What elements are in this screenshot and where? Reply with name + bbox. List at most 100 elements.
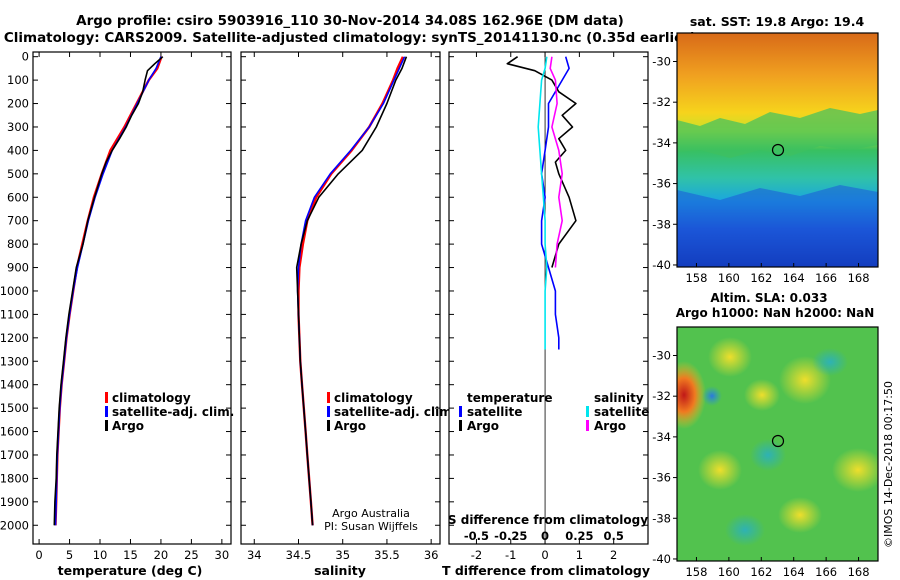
map-y-tick-label: -38 — [652, 217, 671, 231]
legend-swatch-satellite — [105, 406, 108, 417]
y-tick-label: 1100 — [0, 307, 29, 321]
x-tick-label: 15 — [123, 548, 138, 562]
map-x-tick-label: 168 — [848, 565, 870, 579]
y-tick-label: 1400 — [0, 378, 29, 392]
x-tick-label: 35.5 — [374, 548, 400, 562]
s-difference-label: S difference from climatology — [448, 513, 648, 527]
y-tick-label: 700 — [7, 214, 29, 228]
s-tick-label: -0.5 — [464, 529, 489, 543]
legend-label-satellite: satellite-adj. clim. — [112, 405, 234, 419]
y-tick-label: 1800 — [0, 471, 29, 485]
sst-map: sat. SST: 19.8 Argo: 19.4 158 160 162 164 16… — [652, 14, 879, 285]
x-tick-label: -2 — [471, 548, 482, 562]
s-tick-label: 0.5 — [604, 529, 624, 543]
s-tick-label: -0.25 — [494, 529, 527, 543]
legend-label-s-argo: Argo — [594, 419, 626, 433]
map-y-tick-label: -40 — [652, 258, 671, 272]
sla-map-frame — [676, 326, 879, 562]
sla-cool-eddy — [812, 348, 848, 376]
legend-swatch-climatology — [105, 392, 108, 403]
y-tick-label: 500 — [7, 167, 29, 181]
legend-swatch-argo — [327, 420, 330, 431]
x-tick-label: 0 — [35, 548, 42, 562]
x-tick-label: 20 — [154, 548, 169, 562]
x-tick-label: 0 — [541, 548, 548, 562]
y-tick-label: 200 — [7, 97, 29, 111]
y-tick-label: 1900 — [0, 495, 29, 509]
difference-panel: -2 -1 0 1 2 temperature satellite Argo salin… — [442, 51, 650, 578]
map-x-tick-label: 166 — [815, 271, 837, 285]
series-line-s-satellite — [537, 56, 548, 350]
map-y-tick-label: -30 — [652, 348, 671, 362]
x-tick-label: 25 — [184, 548, 199, 562]
legend-swatch-t-argo — [459, 420, 462, 431]
x-tick-label: 36 — [424, 548, 439, 562]
sla-warm-eddy — [708, 337, 752, 377]
temperature-xlabel: temperature (deg C) — [58, 563, 203, 578]
s-difference-ticks: -0.5 -0.25 0 0.25 0.5 — [464, 529, 624, 543]
x-tick-label: 2 — [610, 548, 617, 562]
salinity-panel: 34 34.5 35 35.5 36 climatology satellite-adj… — [240, 51, 456, 578]
sla-cool-eddy — [725, 514, 765, 546]
y-tick-label: 2000 — [0, 518, 29, 532]
x-tick-label: 34 — [247, 548, 262, 562]
map-x-tick-label: 160 — [718, 565, 740, 579]
y-tick-label: 600 — [7, 190, 29, 204]
temperature-ticks: 0100200300400500600700800900100011001200… — [0, 50, 231, 562]
map-x-tick-label: 162 — [750, 565, 772, 579]
credit-line2: PI: Susan Wijffels — [324, 520, 418, 533]
y-tick-label: 900 — [7, 261, 29, 275]
legend-swatch-s-argo — [586, 420, 589, 431]
series-line-argo — [295, 56, 408, 526]
legend-label-t-satellite: satellite — [467, 405, 522, 419]
map-x-tick-label: 168 — [848, 271, 870, 285]
legend-label-t-argo: Argo — [467, 419, 499, 433]
legend-label-satellite: satellite-adj. clim. — [334, 405, 456, 419]
x-tick-label: 10 — [93, 548, 108, 562]
sla-warm-eddy — [832, 448, 878, 492]
x-tick-label: 34.5 — [286, 548, 312, 562]
salinity-ticks: 34 34.5 35 35.5 36 — [241, 52, 440, 562]
map-y-tick-label: -40 — [652, 552, 671, 566]
series-line-argo — [53, 56, 164, 526]
s-tick-label: 0 — [541, 529, 549, 543]
x-tick-label: 1 — [576, 548, 583, 562]
sla-warm-eddy — [778, 497, 822, 533]
legend-swatch-argo — [105, 420, 108, 431]
map-y-tick-label: -36 — [652, 471, 671, 485]
map-x-tick-label: 160 — [718, 271, 740, 285]
sla-warm-eddy — [744, 379, 780, 411]
salinity-axes-frame — [240, 51, 441, 545]
sla-high-anomaly — [677, 361, 706, 429]
temperature-legend: climatology satellite-adj. clim. Argo — [105, 391, 234, 433]
salinity-series — [295, 56, 408, 526]
salinity-legend: climatology satellite-adj. clim. Argo — [327, 391, 456, 433]
s-tick-label: 0.25 — [565, 529, 593, 543]
legend-label-s-satellite: satellite — [594, 405, 649, 419]
map-y-tick-label: -32 — [652, 389, 671, 403]
sla-profile-marker — [771, 434, 785, 448]
sla-map-ticks: 158 160 162 164 166 168 -30 -32 -34 -36 -38 -40 — [652, 348, 869, 579]
sla-low-anomaly — [702, 386, 722, 406]
legend-swatch-satellite — [327, 406, 330, 417]
sla-map-title: Altim. SLA: 0.033 — [710, 291, 827, 305]
legend-label-climatology: climatology — [334, 391, 413, 405]
map-x-tick-label: 166 — [815, 565, 837, 579]
map-y-tick-label: -34 — [652, 136, 671, 150]
map-x-tick-label: 158 — [685, 271, 707, 285]
y-tick-label: 1300 — [0, 354, 29, 368]
map-y-tick-label: -38 — [652, 511, 671, 525]
legend-label-climatology: climatology — [112, 391, 191, 405]
salinity-xlabel: salinity — [314, 563, 366, 578]
legend-title-salinity: salinity — [594, 391, 644, 405]
legend-label-argo: Argo — [334, 419, 366, 433]
figure-title-line1: Argo profile: csiro 5903916_110 30-Nov-2… — [76, 13, 624, 29]
legend-swatch-climatology — [327, 392, 330, 403]
x-tick-label: 30 — [215, 548, 230, 562]
y-tick-label: 300 — [7, 120, 29, 134]
sst-map-ticks: 158 160 162 164 166 168 -30 -32 -34 -36 -38 -40 — [652, 54, 869, 285]
map-x-tick-label: 164 — [783, 565, 805, 579]
y-tick-label: 1500 — [0, 401, 29, 415]
map-y-tick-label: -30 — [652, 54, 671, 68]
